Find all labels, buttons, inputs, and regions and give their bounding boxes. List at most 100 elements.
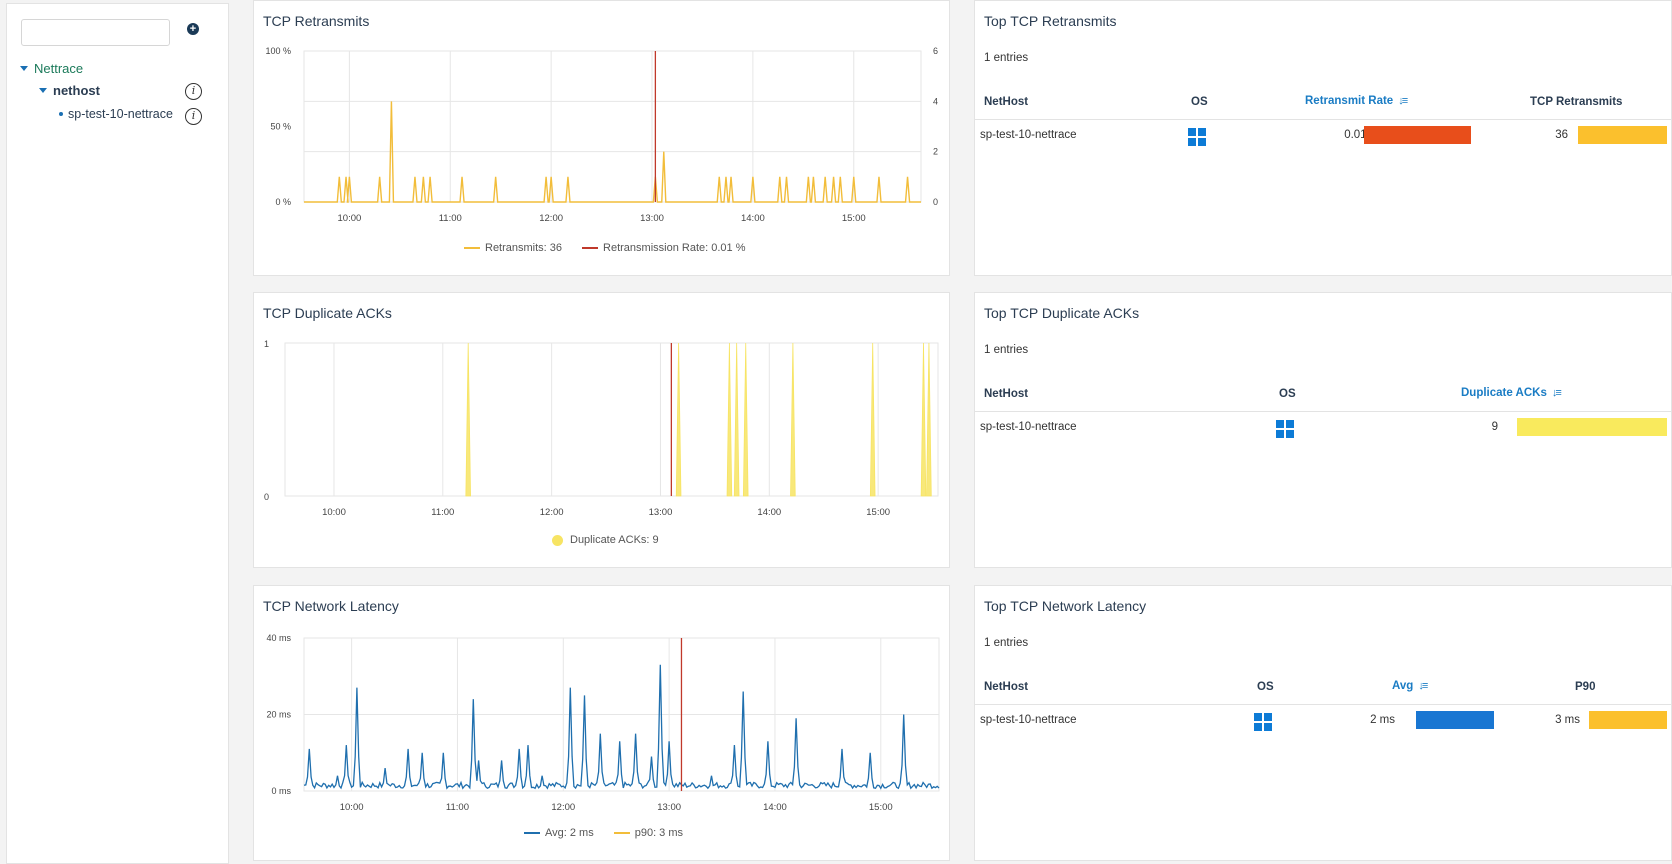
y-tick-label-right: 4 [933,96,938,106]
y-tick-label: 0 [264,492,269,502]
windows-icon [1276,420,1294,438]
column-header-avg[interactable]: Avg ↓≡ [1392,680,1428,692]
x-tick-label: 12:00 [539,213,563,224]
duplicate-acks-spike [790,342,796,497]
sort-desc-icon[interactable]: ↓≡ [1551,387,1562,399]
y-tick-label: 50 % [270,122,291,132]
column-header-os[interactable]: OS [1279,388,1296,400]
y-tick-label: 20 ms [266,710,291,720]
legend-swatch [613,832,630,834]
column-header-os[interactable]: OS [1191,96,1208,108]
duplicate-acks-spike [733,342,740,497]
p90-bar [1589,711,1667,729]
panel-title: Top TCP Retransmits [984,13,1117,29]
duplicate-acks-spike [675,342,682,497]
sidebar: + Nettrace nethost i sp-test-10-nettrace… [6,3,229,864]
plot-area [303,50,922,203]
legend-label: Retransmission Rate: 0.01 % [603,242,746,254]
y-tick-label: 0 ms [271,786,291,796]
header-divider [975,119,1671,120]
column-header-nethost[interactable]: NetHost [984,96,1029,108]
x-tick-label: 10:00 [340,802,364,813]
x-tick-label: 13:00 [657,802,681,813]
tree-item-nethost[interactable]: nethost [39,83,100,98]
top-tcp-duplicate-acks-panel: Top TCP Duplicate ACKs 1 entries NetHost… [974,292,1672,568]
x-tick-label: 14:00 [757,507,781,518]
duplicate-acks-spike [926,342,932,497]
retransmits-chart: 10:00 11:00 12:00 13:00 14:00 15:00 0 % 50 % 100… [265,46,938,224]
caret-down-icon[interactable] [39,88,47,93]
legend-swatch [582,247,599,249]
column-header-p90[interactable]: P90 [1575,681,1596,693]
x-tick-label: 13:00 [640,213,664,224]
x-tick-label: 15:00 [842,213,866,224]
column-header-nethost[interactable]: NetHost [984,681,1029,693]
nethost-cell[interactable]: sp-test-10-nettrace [980,714,1077,726]
legend-item-rate[interactable]: Retransmission Rate: 0.01 % [582,242,745,254]
x-tick-label: 14:00 [763,802,787,813]
x-tick-label: 11:00 [446,802,469,813]
panel-title: Top TCP Duplicate ACKs [984,305,1140,321]
x-tick-label: 15:00 [869,802,893,813]
panel-title: TCP Network Latency [263,598,399,614]
add-icon[interactable]: + [187,23,199,35]
legend-item-retransmits[interactable]: Retransmits: 36 [464,242,562,254]
info-icon[interactable]: i [185,108,202,125]
nethost-cell[interactable]: sp-test-10-nettrace [980,421,1077,433]
column-header-tcp-retransmits[interactable]: TCP Retransmits [1530,96,1623,108]
duplicate-acks-value: 9 [1491,421,1498,433]
column-header-duplicate-acks[interactable]: Duplicate ACKs ↓≡ [1461,387,1562,399]
duplicate-acks-spike [869,342,876,497]
network-latency-chart: 10:00 11:00 12:00 13:00 14:00 15:00 0 ms 20 ms 4… [266,633,940,813]
panel-title: TCP Retransmits [263,13,370,29]
entries-count: 1 entries [984,637,1029,649]
nethost-cell[interactable]: sp-test-10-nettrace [980,129,1077,141]
legend-item-avg[interactable]: Avg: 2 ms [524,827,594,839]
x-tick-label: 15:00 [866,507,890,518]
legend-swatch [552,534,563,546]
y-tick-label: 100 % [265,46,291,56]
tree-item-nettrace[interactable]: Nettrace [20,61,83,76]
panel-title: TCP Duplicate ACKs [263,305,392,321]
header-divider [975,704,1671,705]
sort-desc-icon[interactable]: ↓≡ [1418,680,1428,692]
legend-swatch [464,247,480,249]
top-tcp-network-latency-panel: Top TCP Network Latency 1 entries NetHos… [974,585,1672,861]
sort-desc-icon[interactable]: ↓≡ [1398,95,1408,107]
tcp-retransmits-panel: TCP Retransmits 10:00 11:00 12:00 13:00 14:0… [253,0,950,276]
tree-item-host[interactable]: sp-test-10-nettrace [59,107,173,121]
column-header-nethost[interactable]: NetHost [984,388,1029,400]
bullet-icon [59,112,63,116]
y-tick-label: 1 [264,339,269,349]
column-header-retransmit-rate[interactable]: Retransmit Rate ↓≡ [1305,95,1408,107]
chart-legend: Avg: 2 ms p90: 3 ms [524,827,683,839]
tree-label: nethost [53,83,100,98]
info-icon[interactable]: i [185,83,202,100]
x-tick-label: 12:00 [540,507,564,518]
legend-swatch [524,832,540,834]
search-input[interactable] [21,19,170,46]
plot-area [284,342,939,497]
caret-down-icon[interactable] [20,66,28,71]
column-header-label: Retransmit Rate [1305,95,1394,107]
windows-icon [1254,713,1272,731]
x-tick-label: 10:00 [338,213,362,224]
duplicate-acks-spike [465,342,471,497]
duplicate-acks-spike [742,342,749,497]
column-header-os[interactable]: OS [1257,681,1274,693]
legend-item-p90[interactable]: p90: 3 ms [613,827,683,839]
duplicate-acks-bar [1517,418,1667,436]
top-tcp-retransmits-panel: Top TCP Retransmits 1 entries NetHost OS… [974,0,1672,276]
tcp-retransmits-value: 36 [1555,129,1568,141]
tcp-network-latency-panel: TCP Network Latency 10:00 11:00 12:00 13:00… [253,585,950,861]
avg-bar [1416,711,1494,729]
legend-item-duplicate-acks[interactable]: Duplicate ACKs: 9 [552,534,659,546]
avg-series-line [303,664,940,790]
entries-count: 1 entries [984,344,1029,356]
duplicate-acks-spike [726,342,733,497]
avg-value: 2 ms [1370,714,1395,726]
y-tick-label-right: 6 [933,46,938,56]
panel-title: Top TCP Network Latency [984,598,1147,614]
duplicate-acks-spike [920,342,927,497]
x-tick-label: 14:00 [741,213,765,224]
